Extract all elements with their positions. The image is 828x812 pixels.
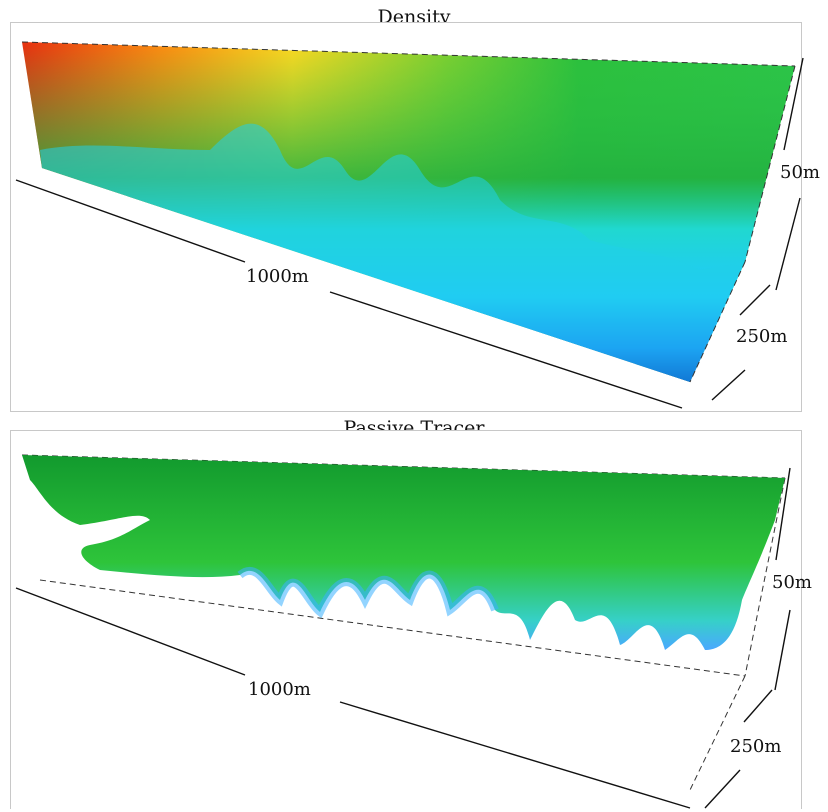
density-length-label: 1000m <box>246 266 309 287</box>
tracer-plume-edge <box>237 566 499 619</box>
density-height-label: 50m <box>780 162 820 183</box>
tracer-plume <box>22 455 785 650</box>
density-plume-waves <box>40 123 745 383</box>
tracer-axis-length <box>15 587 246 676</box>
density-axis-height <box>783 57 804 151</box>
density-volume: 1000m 250m 50m <box>15 41 820 409</box>
tracer-axis-height <box>775 467 791 561</box>
tracer-length-label: 1000m <box>248 679 311 700</box>
tracer-axis-depth <box>704 769 741 809</box>
tracer-height-label: 50m <box>772 572 812 593</box>
tracer-volume: 1000m 250m 50m <box>15 454 812 809</box>
density-axis-depth <box>711 369 746 401</box>
tracer-depth-label: 250m <box>730 736 781 757</box>
density-axis-length <box>15 179 246 263</box>
density-depth-label: 250m <box>736 326 787 347</box>
